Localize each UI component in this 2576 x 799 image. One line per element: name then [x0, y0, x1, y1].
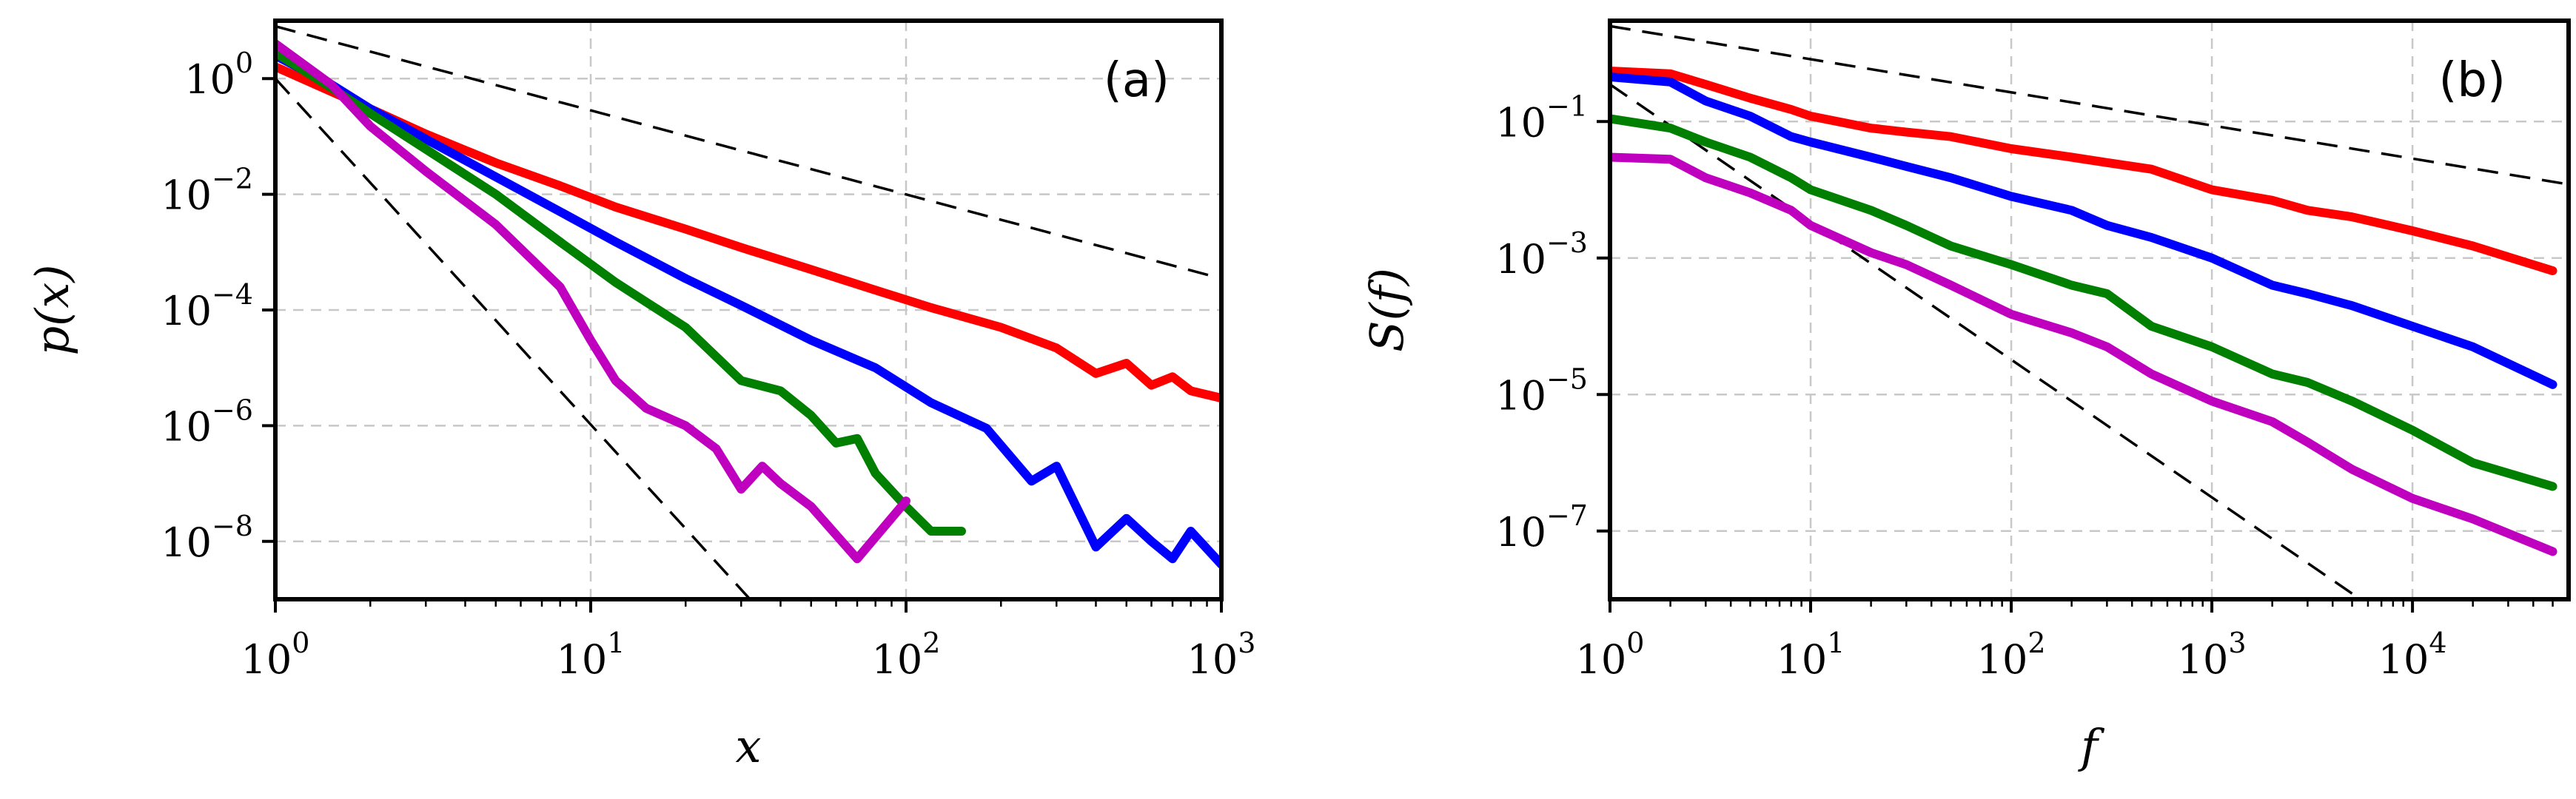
- series-blue: [1610, 73, 2557, 389]
- x-tick-label: 103: [2178, 627, 2247, 683]
- x-tick-label: 102: [872, 627, 941, 683]
- reference-lines: [1610, 24, 2569, 599]
- reference-lines: [275, 24, 1221, 599]
- y-tick-label: 10−6: [161, 394, 253, 450]
- series-green: [1610, 114, 2557, 491]
- panel-label: (b): [2438, 53, 2506, 108]
- x-axis-label: x: [736, 719, 762, 773]
- series-group: [275, 39, 1221, 569]
- reference-line-1: [275, 24, 1221, 280]
- x-tick-label: 100: [1576, 627, 1645, 683]
- series-green: [275, 48, 966, 536]
- series-group: [1610, 67, 2557, 556]
- y-axis-label: p(x): [25, 264, 79, 355]
- y-tick-label: 10−7: [1495, 499, 1588, 556]
- y-tick-label: 10−5: [1495, 363, 1588, 419]
- series-red: [275, 62, 1221, 403]
- x-tick-label: 102: [1977, 627, 2046, 683]
- x-axis-label: f: [2078, 719, 2105, 773]
- reference-line-2: [1610, 83, 2361, 599]
- y-tick-label: 10−2: [161, 163, 253, 219]
- y-tick-label: 100: [184, 47, 253, 103]
- panel-a-chart: 100 101 102 103 100 10−2 10−4 10−6 10−8 x p(x) (a): [25, 18, 1256, 773]
- series-magenta: [1610, 152, 2557, 556]
- x-tick-label: 103: [1187, 627, 1256, 683]
- x-tick-label: 101: [1777, 627, 1845, 683]
- x-tick-label: 100: [241, 627, 310, 683]
- y-tick-label: 10−1: [1495, 90, 1588, 146]
- series-magenta: [275, 39, 910, 564]
- y-tick-label: 10−3: [1495, 226, 1588, 283]
- series-blue: [275, 51, 1221, 569]
- y-tick-label: 10−8: [161, 510, 253, 566]
- panel-label: (a): [1104, 53, 1170, 108]
- reference-line-2: [275, 78, 751, 599]
- x-tick-label: 101: [557, 627, 625, 683]
- series-red: [1610, 67, 2557, 275]
- y-axis-label: S(f): [1360, 268, 1414, 352]
- y-tick-label: 10−4: [161, 278, 253, 334]
- x-tick-label: 104: [2378, 627, 2447, 683]
- plot-frame: [1608, 18, 2571, 601]
- panel-b-chart: 100 101 102 103 104 10−1 10−3 10−5 10−7 f S(f) (b): [1360, 18, 2571, 773]
